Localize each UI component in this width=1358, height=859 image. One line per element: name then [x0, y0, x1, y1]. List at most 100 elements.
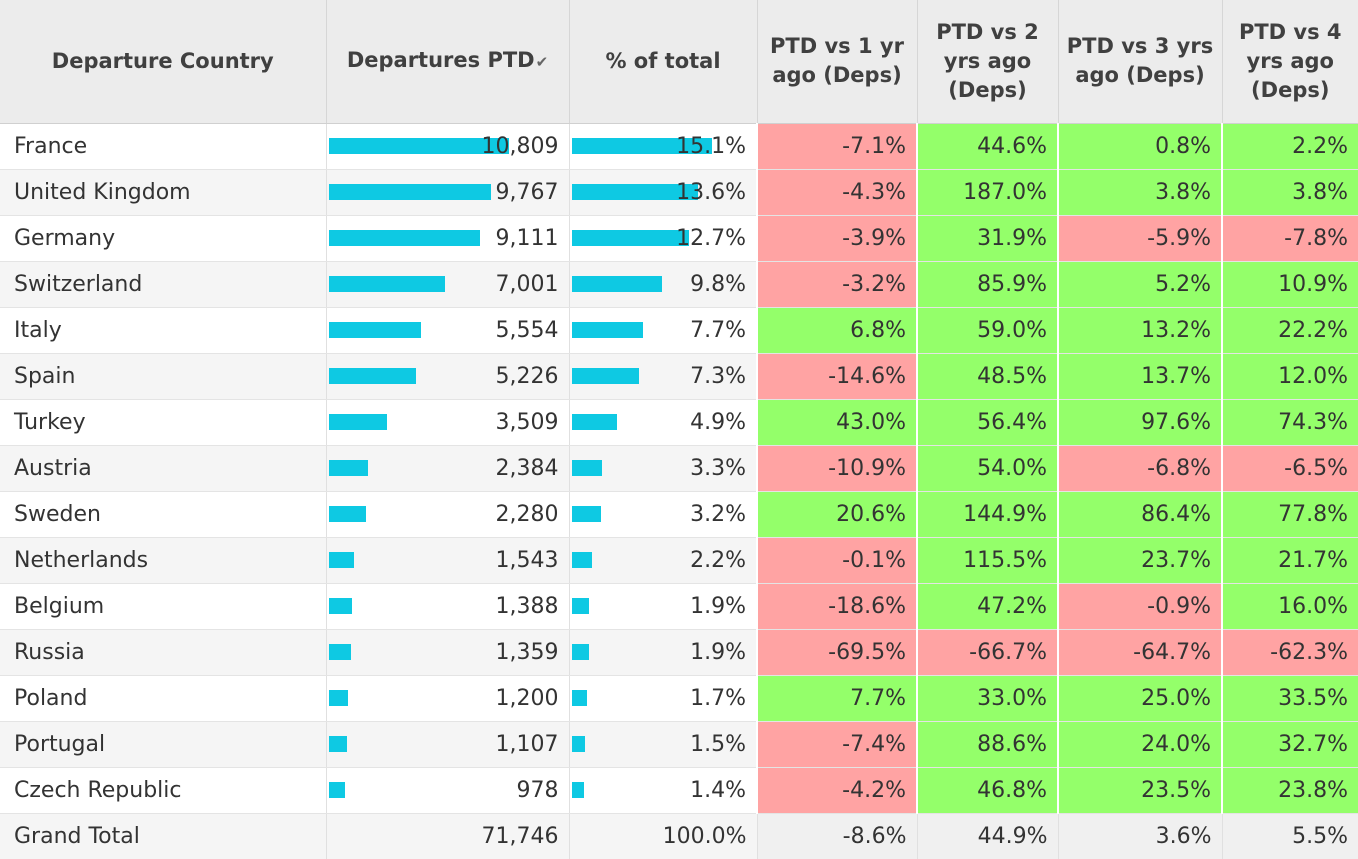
total-vs3-cell: 3.6%: [1057, 813, 1222, 859]
vs2-cell: 48.5%: [916, 353, 1058, 400]
share-cell-bar: [571, 506, 602, 522]
vs4-cell: 3.8%: [1221, 169, 1358, 216]
vs1-cell: -69.5%: [756, 629, 917, 676]
vs1-cell: 7.7%: [756, 675, 917, 722]
vs2-cell: 44.6%: [916, 123, 1058, 170]
total-vs4-cell: 5.5%: [1221, 813, 1358, 859]
departures-cell-value: 1,359: [495, 639, 559, 665]
share-cell: 1.9%: [568, 629, 757, 676]
table-row[interactable]: Germany 9,111 12.7% -3.9% 31.9% -5.9% -7.8%: [0, 215, 1358, 262]
share-cell-bar: [571, 644, 590, 660]
vs3-cell: 13.7%: [1057, 353, 1222, 400]
table-row[interactable]: United Kingdom 9,767 13.6% -4.3% 187.0% 3.8% 3…: [0, 169, 1358, 216]
share-cell: 13.6%: [568, 169, 757, 216]
share-cell: 1.9%: [568, 583, 757, 630]
header-ptd-vs-1yr[interactable]: PTD vs 1 yr ago (Deps): [756, 0, 917, 124]
share-cell: 4.9%: [568, 399, 757, 446]
header-percent-of-total[interactable]: % of total: [568, 0, 757, 124]
vs3-cell: -6.8%: [1057, 445, 1222, 492]
header-ptd-vs-4yrs[interactable]: PTD vs 4 yrs ago (Deps): [1221, 0, 1358, 124]
header-departure-country[interactable]: Departure Country: [0, 0, 326, 124]
departures-cell-value: 1,388: [495, 593, 559, 619]
country-cell: Germany: [0, 215, 326, 262]
header-ptd-vs-3yrs[interactable]: PTD vs 3 yrs ago (Deps): [1057, 0, 1222, 124]
share-cell-bar: [571, 138, 712, 154]
vs2-cell: 144.9%: [916, 491, 1058, 538]
share-cell-value: 3.2%: [690, 501, 746, 527]
share-cell-value: 1.9%: [690, 593, 746, 619]
vs3-cell: 23.7%: [1057, 537, 1222, 584]
sort-descending-icon[interactable]: ✔: [535, 52, 549, 71]
header-departures-ptd[interactable]: Departures PTD✔: [325, 0, 569, 124]
vs3-cell: -64.7%: [1057, 629, 1222, 676]
departures-cell-value: 2,384: [495, 455, 559, 481]
vs3-cell: 0.8%: [1057, 123, 1222, 170]
departures-cell-bar: [328, 230, 481, 246]
departures-cell: 9,767: [325, 169, 569, 216]
table-row[interactable]: Portugal 1,107 1.5% -7.4% 88.6% 24.0% 32.7%: [0, 721, 1358, 768]
share-cell: 1.4%: [568, 767, 757, 814]
table-row[interactable]: Turkey 3,509 4.9% 43.0% 56.4% 97.6% 74.3%: [0, 399, 1358, 446]
vs1-cell: -0.1%: [756, 537, 917, 584]
header-ptd-vs-2yrs[interactable]: PTD vs 2 yrs ago (Deps): [916, 0, 1058, 124]
departures-cell-bar: [328, 414, 387, 430]
vs1-cell: -18.6%: [756, 583, 917, 630]
share-cell: 9.8%: [568, 261, 757, 308]
share-cell-bar: [571, 276, 663, 292]
vs2-cell: 187.0%: [916, 169, 1058, 216]
departures-cell-bar: [328, 690, 349, 706]
share-cell-bar: [571, 690, 588, 706]
departures-cell: 10,809: [325, 123, 569, 170]
departures-cell-bar: [328, 736, 347, 752]
table-body: France 10,809 15.1% -7.1% 44.6% 0.8% 2.2% Unite…: [0, 123, 1358, 859]
departures-cell: 2,384: [325, 445, 569, 492]
vs1-cell: 6.8%: [756, 307, 917, 354]
departures-cell-bar: [328, 644, 352, 660]
vs3-cell: 86.4%: [1057, 491, 1222, 538]
vs3-cell: 5.2%: [1057, 261, 1222, 308]
share-cell: 2.2%: [568, 537, 757, 584]
table-row[interactable]: Switzerland 7,001 9.8% -3.2% 85.9% 5.2% 10.9%: [0, 261, 1358, 308]
departures-cell: 1,200: [325, 675, 569, 722]
share-cell: 12.7%: [568, 215, 757, 262]
table-row[interactable]: Austria 2,384 3.3% -10.9% 54.0% -6.8% -6.5%: [0, 445, 1358, 492]
departures-cell-bar: [328, 322, 421, 338]
total-departures-cell-value: 71,746: [481, 823, 559, 849]
table-row[interactable]: Italy 5,554 7.7% 6.8% 59.0% 13.2% 22.2%: [0, 307, 1358, 354]
vs1-cell: -7.1%: [756, 123, 917, 170]
vs4-cell: 74.3%: [1221, 399, 1358, 446]
total-vs1-cell: -8.6%: [756, 813, 917, 859]
vs4-cell: 22.2%: [1221, 307, 1358, 354]
vs4-cell: -6.5%: [1221, 445, 1358, 492]
grand-total-label: Grand Total: [0, 813, 326, 859]
table-row[interactable]: Sweden 2,280 3.2% 20.6% 144.9% 86.4% 77.8%: [0, 491, 1358, 538]
vs3-cell: 24.0%: [1057, 721, 1222, 768]
table-row[interactable]: Poland 1,200 1.7% 7.7% 33.0% 25.0% 33.5%: [0, 675, 1358, 722]
vs3-cell: 97.6%: [1057, 399, 1222, 446]
share-cell: 15.1%: [568, 123, 757, 170]
vs2-cell: 33.0%: [916, 675, 1058, 722]
departures-cell-bar: [328, 598, 352, 614]
departures-cell: 7,001: [325, 261, 569, 308]
departures-cell: 1,107: [325, 721, 569, 768]
share-cell-value: 13.6%: [676, 179, 746, 205]
vs4-cell: 2.2%: [1221, 123, 1358, 170]
departures-cell-value: 9,111: [495, 225, 559, 251]
table-row[interactable]: Netherlands 1,543 2.2% -0.1% 115.5% 23.7% 21.7…: [0, 537, 1358, 584]
table-row[interactable]: France 10,809 15.1% -7.1% 44.6% 0.8% 2.2%: [0, 123, 1358, 170]
country-cell: Turkey: [0, 399, 326, 446]
total-departures-cell: 71,746: [325, 813, 569, 859]
table-row[interactable]: Spain 5,226 7.3% -14.6% 48.5% 13.7% 12.0%: [0, 353, 1358, 400]
departures-cell: 3,509: [325, 399, 569, 446]
share-cell-bar: [571, 414, 617, 430]
share-cell-value: 2.2%: [690, 547, 746, 573]
table-row[interactable]: Russia 1,359 1.9% -69.5% -66.7% -64.7% -62.3%: [0, 629, 1358, 676]
share-cell-value: 1.4%: [690, 777, 746, 803]
share-cell-value: 4.9%: [690, 409, 746, 435]
share-cell-bar: [571, 552, 592, 568]
departures-cell-value: 10,809: [481, 133, 559, 159]
table-row[interactable]: Czech Republic 978 1.4% -4.2% 46.8% 23.5% 23.8…: [0, 767, 1358, 814]
vs4-cell: -62.3%: [1221, 629, 1358, 676]
table-row[interactable]: Belgium 1,388 1.9% -18.6% 47.2% -0.9% 16.0%: [0, 583, 1358, 630]
